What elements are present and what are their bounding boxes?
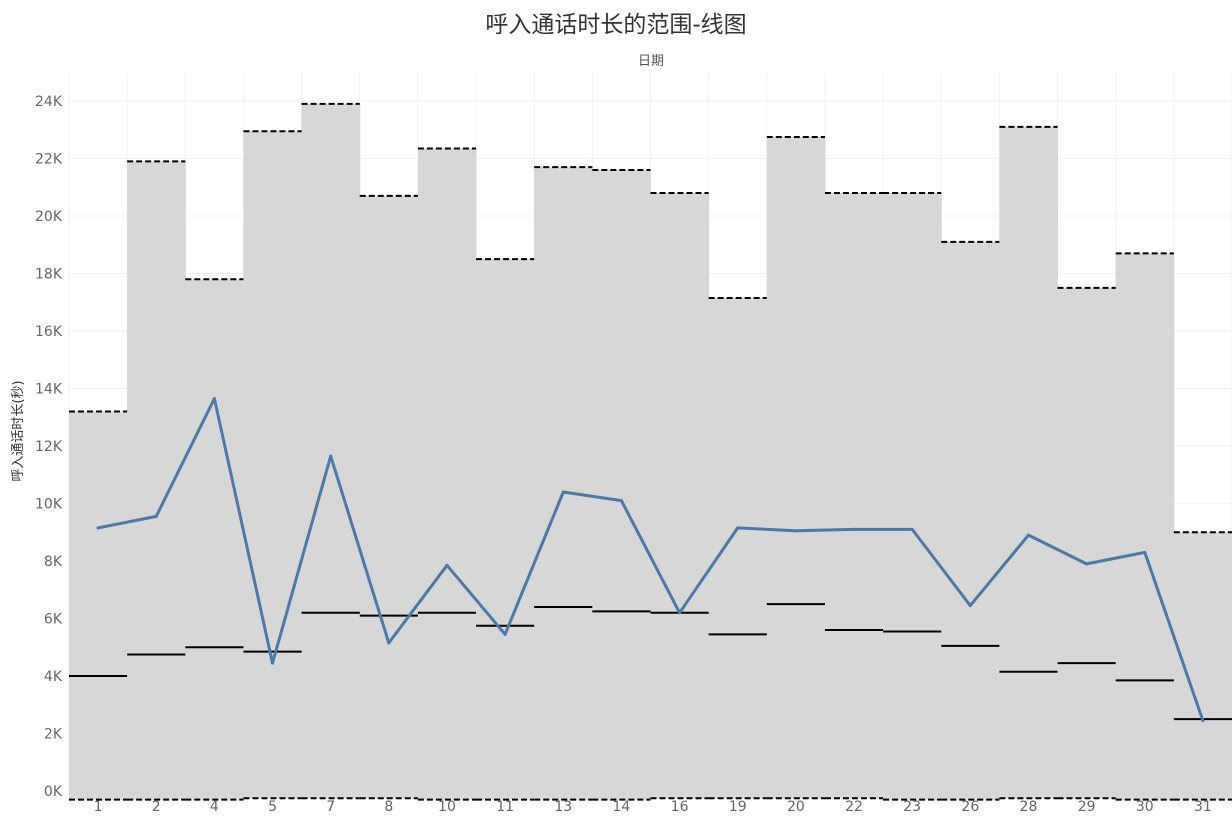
y-tick-label: 8K (44, 554, 63, 570)
range-band-29 (1057, 287, 1117, 799)
x-tick-label: 28 (1020, 799, 1038, 815)
range-band-14 (592, 170, 651, 800)
chart-subtitle: 日期 (638, 54, 664, 69)
series-point-22 (852, 527, 856, 531)
range-band-8 (359, 195, 419, 799)
y-axis-ticks: 0K 2K 4K 6K 8K 10K 12K 14K 16K 18K 20K 22K 24K (35, 94, 63, 800)
y-tick-label: 14K (35, 382, 63, 398)
y-axis-label: 呼入通话时长(秒) (11, 380, 26, 481)
range-band-1 (69, 411, 128, 800)
range-band-4 (185, 279, 244, 800)
x-tick-label: 1 (94, 799, 103, 815)
series-point-19 (736, 526, 740, 530)
x-tick-label: 31 (1194, 799, 1212, 815)
range-band-5 (243, 131, 303, 799)
range-band-7 (301, 103, 361, 799)
series-point-7 (329, 454, 333, 458)
y-tick-label: 0K (44, 784, 63, 800)
series-point-2 (154, 514, 158, 518)
x-tick-label: 22 (845, 799, 863, 815)
range-band-2 (127, 161, 186, 800)
y-tick-label: 4K (44, 669, 63, 685)
y-tick-label: 24K (35, 94, 63, 110)
x-axis-ticks: 1 2 4 5 7 8 10 11 13 14 16 19 20 22 23 26 28 29 30 31 (94, 799, 1212, 815)
series-point-20 (794, 529, 798, 533)
series-point-23 (910, 527, 914, 531)
range-band-10 (417, 148, 477, 800)
y-tick-label: 16K (35, 324, 63, 340)
range-band-11 (476, 259, 535, 800)
series-point-30 (1143, 550, 1147, 554)
series-line (96, 397, 1205, 723)
range-band-13 (534, 167, 593, 800)
x-tick-label: 7 (326, 799, 335, 815)
series-point-4 (212, 397, 216, 401)
chart-title: 呼入通话时长的范围-线图 (485, 12, 746, 38)
series-point-16 (678, 611, 682, 615)
x-tick-label: 2 (152, 799, 161, 815)
range-band-22 (824, 193, 884, 799)
series-point-5 (271, 661, 275, 665)
series-point-28 (1026, 533, 1030, 537)
x-tick-label: 8 (384, 799, 393, 815)
y-tick-label: 2K (44, 727, 63, 743)
y-tick-label: 20K (35, 209, 63, 225)
range-markers (69, 102, 1232, 801)
x-tick-label: 4 (210, 799, 219, 815)
x-tick-label: 29 (1078, 799, 1096, 815)
range-band (69, 103, 1232, 800)
series-point-29 (1085, 562, 1089, 566)
x-tick-label: 23 (903, 799, 921, 815)
range-band-30 (1115, 253, 1175, 800)
x-tick-label: 5 (268, 799, 277, 815)
x-tick-label: 11 (496, 799, 514, 815)
range-band-26 (941, 241, 1000, 800)
series-point-10 (445, 563, 449, 567)
series-point-31 (1201, 719, 1205, 723)
x-tick-label: 13 (554, 799, 572, 815)
range-band-20 (766, 136, 826, 799)
range-band-28 (999, 126, 1059, 799)
range-band-19 (708, 297, 768, 799)
x-tick-label: 10 (438, 799, 456, 815)
series-line-path (96, 397, 1205, 723)
y-tick-label: 10K (35, 497, 63, 513)
x-tick-label: 26 (961, 799, 979, 815)
x-tick-label: 14 (613, 799, 631, 815)
x-tick-label: 30 (1136, 799, 1154, 815)
series-point-8 (387, 641, 391, 645)
series-point-11 (503, 632, 507, 636)
x-tick-label: 16 (671, 799, 689, 815)
range-band-16 (650, 193, 710, 799)
y-tick-label: 12K (35, 439, 63, 455)
y-tick-label: 18K (35, 267, 63, 283)
x-tick-label: 20 (787, 799, 805, 815)
range-band-23 (883, 193, 942, 800)
series-point-14 (619, 499, 623, 503)
series-point-1 (96, 526, 100, 530)
series-point-26 (968, 604, 972, 608)
x-tick-label: 19 (729, 799, 747, 815)
series-point-13 (561, 490, 565, 494)
y-tick-label: 22K (35, 152, 63, 168)
y-tick-label: 6K (44, 612, 63, 628)
